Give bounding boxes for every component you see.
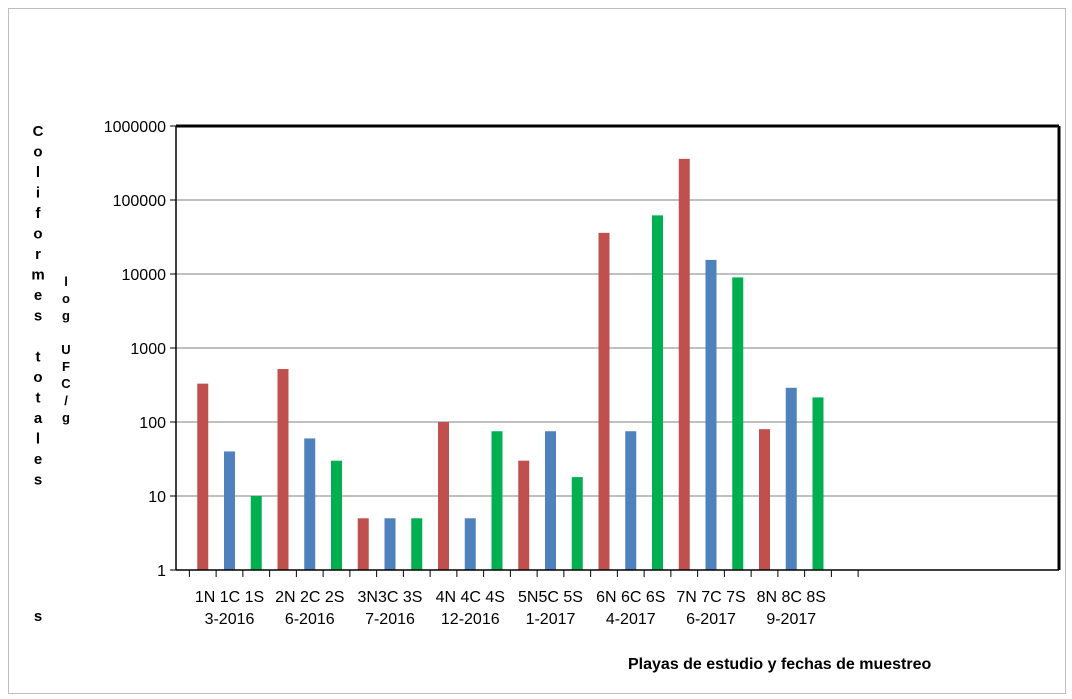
chart-frame xyxy=(8,8,1066,694)
y-axis-title-letter: l xyxy=(36,431,40,448)
y-axis-unit-letter: g xyxy=(62,410,70,425)
x-tick-label-date: 3-2016 xyxy=(205,611,255,628)
bar xyxy=(438,422,449,570)
bar xyxy=(785,387,797,570)
y-axis-title-letter: f xyxy=(36,205,42,222)
bar xyxy=(678,158,690,570)
bar xyxy=(732,277,744,570)
x-axis-title: Playas de estudio y fechas de muestreo xyxy=(628,656,932,673)
y-tick-label: 1000 xyxy=(130,341,166,358)
y-axis-title-letter: t xyxy=(36,349,41,366)
y-tick-label: 100000 xyxy=(113,193,166,210)
y-axis-title-letter: e xyxy=(34,451,42,468)
bar xyxy=(491,431,503,570)
bar xyxy=(411,518,423,570)
bar xyxy=(357,518,369,570)
x-tick-label-date: 6-2017 xyxy=(686,611,736,628)
y-axis-unit-letter: l xyxy=(64,274,68,289)
bar xyxy=(518,460,530,570)
bar xyxy=(545,431,556,570)
y-tick-label: 100 xyxy=(139,415,166,432)
x-tick-label-date: 9-2017 xyxy=(766,611,816,628)
y-axis-title-letter: e xyxy=(34,287,42,304)
y-tick-label: 10 xyxy=(148,489,166,506)
y-axis-title-letter: t xyxy=(36,390,41,407)
x-tick-label-date: 6-2016 xyxy=(285,611,335,628)
x-tick-label: 6N 6C 6S xyxy=(596,589,665,606)
bar xyxy=(705,259,717,570)
bar xyxy=(197,383,209,570)
bar xyxy=(224,451,235,570)
y-axis-title-letter: m xyxy=(31,267,44,284)
y-axis-title-letter: o xyxy=(33,226,42,243)
y-axis-title-letter: s xyxy=(34,308,42,325)
y-axis-unit-letter: / xyxy=(64,393,68,408)
y-tick-label: 1000000 xyxy=(104,119,166,136)
y-axis-title-letter: s xyxy=(34,472,42,489)
x-tick-label: 3N3C 3S xyxy=(358,589,423,606)
bar xyxy=(464,518,476,570)
y-axis-title-letter: l xyxy=(36,164,40,181)
y-axis-title-letter: o xyxy=(33,369,42,386)
y-axis-title-letter: s xyxy=(34,608,42,625)
y-axis-title-letter: a xyxy=(34,410,43,427)
bar xyxy=(759,429,770,570)
y-axis-title-letter: r xyxy=(35,246,41,263)
x-tick-label: 1N 1C 1S xyxy=(195,589,264,606)
x-tick-label: 2N 2C 2S xyxy=(275,589,344,606)
x-tick-label-date: 12-2016 xyxy=(441,611,500,628)
y-tick-label: 10000 xyxy=(122,267,167,284)
x-tick-label: 8N 8C 8S xyxy=(757,589,826,606)
bar xyxy=(331,460,342,570)
bar xyxy=(625,431,637,570)
bar xyxy=(812,397,824,570)
y-axis-title-letter: o xyxy=(33,144,42,161)
x-tick-label-date: 7-2016 xyxy=(365,611,415,628)
y-axis-title-letter: C xyxy=(33,123,44,140)
x-tick-label-date: 4-2017 xyxy=(606,611,656,628)
y-axis-unit-letter: o xyxy=(62,291,70,306)
x-tick-label: 5N5C 5S xyxy=(518,589,583,606)
x-tick-label: 7N 7C 7S xyxy=(676,589,745,606)
y-axis-unit-letter: g xyxy=(62,308,70,323)
bar xyxy=(598,232,610,570)
bar xyxy=(250,496,262,570)
y-axis-unit-letter: F xyxy=(62,359,70,374)
bar xyxy=(571,477,583,570)
x-tick-label: 4N 4C 4S xyxy=(436,589,505,606)
bar xyxy=(277,369,289,570)
bar xyxy=(304,438,316,570)
y-axis-unit-letter: C xyxy=(61,376,71,391)
y-tick-label: 1 xyxy=(157,563,166,580)
y-axis-title-letter: i xyxy=(36,185,40,202)
bar xyxy=(384,518,396,570)
y-axis-unit-letter: U xyxy=(61,342,70,357)
bar xyxy=(652,215,663,570)
x-tick-label-date: 1-2017 xyxy=(526,611,576,628)
